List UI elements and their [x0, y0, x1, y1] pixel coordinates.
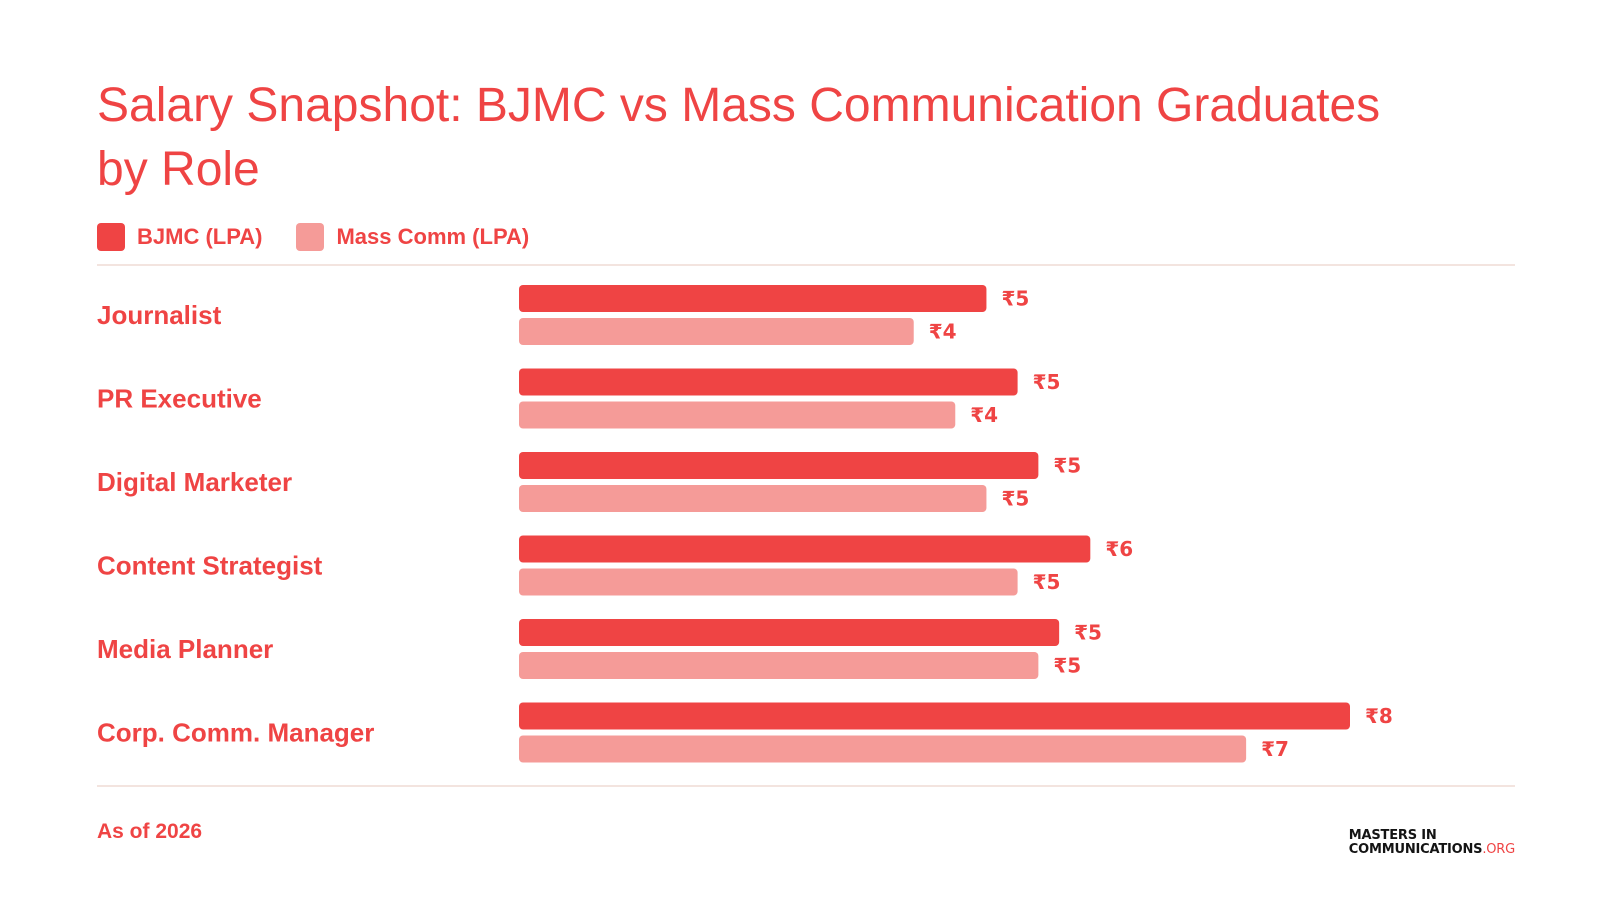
category-label-corp-comm-manager: Corp. Comm. Manager — [97, 718, 374, 748]
bar-bjmc-lpa-digital-marketer — [519, 452, 1039, 479]
bar-mass-comm-lpa-media-planner — [519, 652, 1039, 679]
value-label-bjmc-lpa-digital-marketer: ₹5 — [1053, 454, 1081, 478]
chart-title: Salary Snapshot: BJMC vs Mass Communicat… — [97, 79, 1381, 196]
value-label-bjmc-lpa-media-planner: ₹5 — [1074, 621, 1102, 645]
value-label-mass-comm-lpa-content-strategist: ₹5 — [1033, 570, 1061, 594]
value-label-bjmc-lpa-journalist: ₹5 — [1001, 287, 1029, 311]
category-label-pr-executive: PR Executive — [97, 384, 262, 414]
legend-item-mass-comm: Mass Comm (LPA) — [296, 223, 529, 251]
chart-legend: BJMC (LPA) Mass Comm (LPA) — [97, 222, 529, 252]
bar-bjmc-lpa-content-strategist — [519, 535, 1091, 563]
value-label-bjmc-lpa-content-strategist: ₹6 — [1105, 537, 1133, 561]
value-label-mass-comm-lpa-pr-executive: ₹4 — [970, 403, 998, 427]
bar-mass-comm-lpa-digital-marketer — [519, 485, 987, 512]
footnote: As of 2026 — [97, 820, 203, 843]
bar-mass-comm-lpa-pr-executive — [519, 401, 956, 429]
value-label-mass-comm-lpa-media-planner: ₹5 — [1053, 654, 1081, 678]
legend-swatch-bjmc — [97, 223, 125, 251]
category-label-digital-marketer: Digital Marketer — [97, 467, 292, 497]
brand-logo: MASTERS IN COMMUNICATIONS.ORG — [1349, 829, 1515, 857]
legend-item-bjmc: BJMC (LPA) — [97, 223, 262, 251]
legend-label-mass-comm: Mass Comm (LPA) — [336, 224, 530, 249]
value-label-mass-comm-lpa-corp-comm-manager: ₹7 — [1261, 737, 1289, 761]
value-label-mass-comm-lpa-digital-marketer: ₹5 — [1001, 487, 1029, 511]
bar-bjmc-lpa-journalist — [519, 285, 987, 312]
bar-bjmc-lpa-pr-executive — [519, 368, 1018, 396]
value-label-bjmc-lpa-corp-comm-manager: ₹8 — [1365, 704, 1393, 728]
bar-mass-comm-lpa-journalist — [519, 318, 914, 345]
brand-line-2: COMMUNICATIONS.ORG — [1348, 842, 1515, 857]
bottom-divider — [97, 785, 1515, 787]
value-label-bjmc-lpa-pr-executive: ₹5 — [1033, 370, 1061, 394]
category-label-content-strategist: Content Strategist — [97, 551, 323, 581]
bar-mass-comm-lpa-content-strategist — [519, 568, 1018, 596]
bar-bjmc-lpa-media-planner — [519, 619, 1060, 646]
legend-swatch-mass-comm — [296, 223, 325, 251]
category-label-journalist: Journalist — [97, 300, 222, 330]
category-label-media-planner: Media Planner — [97, 634, 273, 664]
bar-mass-comm-lpa-corp-comm-manager — [519, 735, 1247, 763]
top-divider — [97, 264, 1515, 266]
brand-line-1: MASTERS IN — [1348, 828, 1437, 843]
value-label-mass-comm-lpa-journalist: ₹4 — [929, 320, 957, 344]
bar-bjmc-lpa-corp-comm-manager — [519, 702, 1350, 730]
legend-label-bjmc: BJMC (LPA) — [137, 224, 263, 249]
